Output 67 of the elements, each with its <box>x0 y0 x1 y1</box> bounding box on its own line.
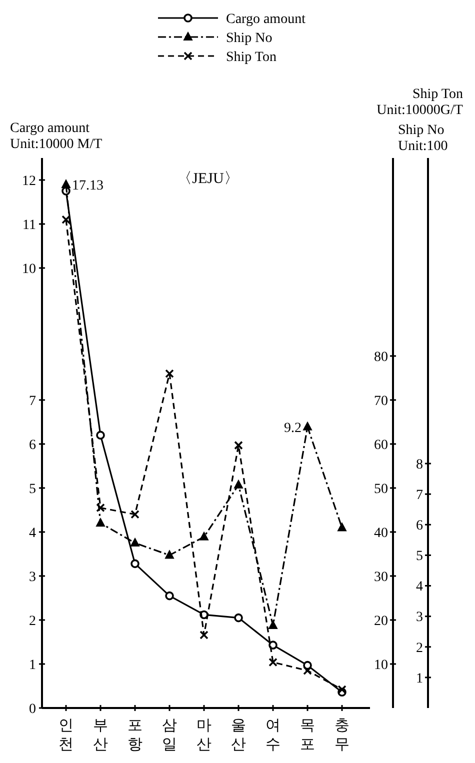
y-tick-label: 3 <box>29 570 36 585</box>
y-tick-label: 12 <box>22 174 36 189</box>
x-tick-label: 마산 <box>196 718 212 753</box>
y-tick-label: 4 <box>29 526 36 541</box>
y3-tick-label: 2 <box>416 640 423 656</box>
y-axis-title: Cargo amount Unit:10000 M/T <box>10 121 103 152</box>
x-tick-label: 울산 <box>231 718 246 753</box>
legend-label: Cargo amount <box>226 12 306 27</box>
x-tick-label: 여수 <box>266 718 280 753</box>
y2-tick-label: 60 <box>374 438 388 453</box>
data-label: 9.2 <box>284 420 302 436</box>
point <box>268 640 278 650</box>
y3-axis-title: Ship No Unit:100 <box>398 123 448 154</box>
point <box>268 658 278 667</box>
point <box>234 480 243 488</box>
y2-tick-label: 40 <box>374 526 388 541</box>
y2-tick-label: 80 <box>374 350 388 365</box>
x-tick-label: 인천 <box>58 718 74 753</box>
y3-tick-label: 4 <box>416 580 423 595</box>
x-tick-label: 부산 <box>93 718 108 753</box>
y3-tick-label: 8 <box>416 457 423 472</box>
point <box>303 666 312 675</box>
point <box>165 369 174 378</box>
data-label: 17.13 <box>72 178 104 194</box>
point <box>234 613 243 622</box>
point <box>303 422 312 430</box>
y-tick-label: 7 <box>29 394 36 409</box>
point <box>200 630 208 640</box>
point <box>96 518 105 527</box>
legend-label: Ship Ton <box>226 50 276 65</box>
point <box>62 215 70 224</box>
y2-axis-title: Ship Ton Unit:10000G/T <box>376 87 464 118</box>
point <box>96 503 105 512</box>
y-tick-label: 11 <box>22 218 36 233</box>
point <box>165 550 174 559</box>
y-tick-label: 10 <box>22 262 36 277</box>
y3-tick-label: 1 <box>416 671 423 686</box>
y2-tick-label: 10 <box>374 658 388 673</box>
y-tick-label: 2 <box>29 614 36 629</box>
point <box>234 440 243 450</box>
point <box>165 591 174 600</box>
y2-tick-label: 70 <box>374 394 388 409</box>
y-tick-label: 1 <box>29 658 36 673</box>
y2-tick-label: 50 <box>374 482 388 497</box>
y2-tick-label: 20 <box>374 614 388 629</box>
legend-label: Ship No <box>226 30 272 46</box>
y3-tick-label: 6 <box>416 518 423 534</box>
y3-tick-label: 5 <box>416 549 423 564</box>
point <box>338 522 346 532</box>
x-tick-label: 포항 <box>128 718 142 753</box>
point <box>130 538 140 546</box>
point <box>96 430 105 440</box>
y-tick-label: 6 <box>29 438 36 453</box>
x-tick-label: 목포 <box>300 718 315 753</box>
point <box>268 620 278 629</box>
y2-tick-label: 30 <box>374 570 388 585</box>
y3-tick-label: 3 <box>416 610 423 626</box>
point <box>62 180 70 188</box>
y-tick-label: 0 <box>29 702 36 717</box>
x-tick-label: 삼일 <box>162 718 177 753</box>
point <box>130 510 140 519</box>
y-tick-label: 5 <box>29 482 36 497</box>
point <box>130 559 140 568</box>
y3-tick-label: 7 <box>416 488 423 504</box>
x-tick-label: 충무 <box>334 718 350 753</box>
point <box>200 532 208 540</box>
text: 〈JEJU〉 <box>177 171 239 187</box>
